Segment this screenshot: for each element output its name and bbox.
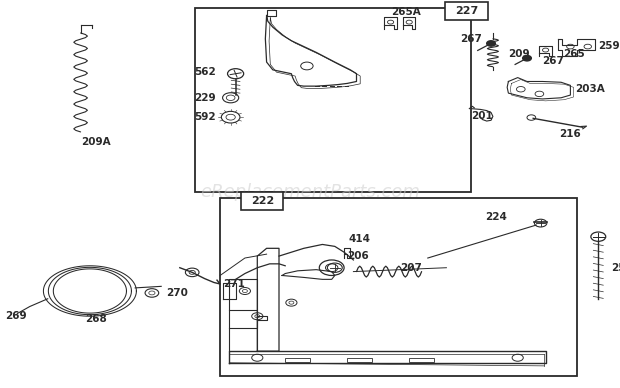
Bar <box>220 198 577 376</box>
Text: 271: 271 <box>223 279 245 289</box>
Text: 216: 216 <box>559 129 582 139</box>
Text: 268: 268 <box>85 314 107 324</box>
Text: eReplacementParts.com: eReplacementParts.com <box>200 183 420 201</box>
Bar <box>409 358 434 362</box>
Bar <box>285 358 310 362</box>
Text: 206: 206 <box>347 251 369 261</box>
Text: 201: 201 <box>471 111 494 121</box>
FancyBboxPatch shape <box>445 2 488 20</box>
Text: 209: 209 <box>508 49 530 59</box>
Text: 270: 270 <box>166 288 188 298</box>
Text: 592: 592 <box>194 112 216 122</box>
Circle shape <box>523 55 531 61</box>
Text: 562: 562 <box>194 67 216 77</box>
Text: 207: 207 <box>400 263 422 273</box>
Text: 267: 267 <box>542 56 564 66</box>
Text: 258: 258 <box>611 263 620 273</box>
Text: 229: 229 <box>194 93 216 103</box>
Text: 224: 224 <box>485 212 507 222</box>
Text: 414: 414 <box>348 234 371 244</box>
Text: 222: 222 <box>250 196 274 206</box>
Text: 259: 259 <box>598 41 620 51</box>
FancyBboxPatch shape <box>241 192 283 210</box>
Bar <box>195 8 471 192</box>
Text: 227: 227 <box>455 6 479 16</box>
Text: 265A: 265A <box>391 7 421 17</box>
Text: 209A: 209A <box>81 137 111 147</box>
Circle shape <box>487 41 495 46</box>
Text: 265: 265 <box>563 48 585 59</box>
Text: 267: 267 <box>461 34 482 44</box>
Bar <box>347 358 372 362</box>
Text: 269: 269 <box>5 311 26 321</box>
Text: 203A: 203A <box>575 84 605 94</box>
